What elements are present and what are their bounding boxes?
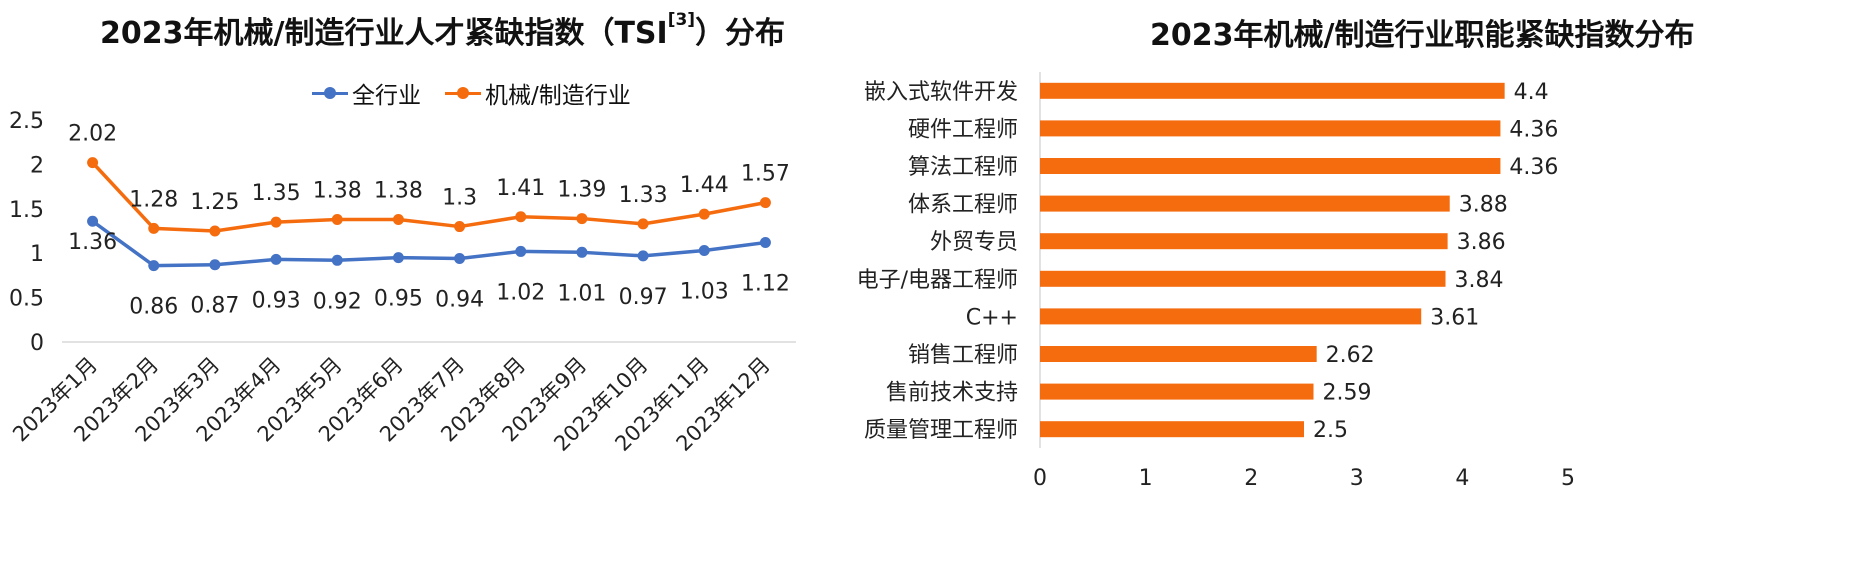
data-point (87, 215, 99, 227)
data-label: 1.36 (68, 230, 117, 255)
data-point (209, 225, 221, 237)
data-point (515, 245, 527, 257)
data-label: 1.02 (496, 280, 545, 305)
data-label: 1.39 (557, 178, 606, 203)
data-point (576, 213, 588, 225)
data-point (148, 260, 160, 272)
y-tick-label: 0.5 (9, 287, 44, 312)
data-point (454, 253, 466, 265)
data-label: 0.87 (190, 294, 239, 319)
data-label: 2.02 (68, 122, 117, 147)
data-label: 0.93 (252, 288, 301, 313)
data-point (270, 216, 282, 228)
data-point (637, 250, 649, 262)
data-point (576, 246, 588, 258)
bar-value-label: 2.62 (1326, 343, 1375, 368)
bar-value-label: 2.59 (1323, 381, 1372, 406)
bar-value-label: 2.5 (1313, 418, 1348, 443)
data-label: 1.3 (442, 186, 477, 211)
data-point (698, 208, 710, 220)
bar (1040, 82, 1505, 99)
data-label: 1.44 (680, 173, 729, 198)
data-label: 0.92 (313, 289, 362, 314)
data-label: 0.97 (619, 285, 668, 310)
y-tick-label: 2 (30, 153, 44, 178)
data-label: 1.25 (190, 190, 239, 215)
y-tick-label: 0 (30, 331, 44, 356)
bar (1040, 346, 1317, 362)
data-label: 1.38 (313, 178, 362, 203)
data-label: 1.33 (619, 183, 668, 208)
data-label: 0.95 (374, 287, 423, 312)
bar-value-label: 3.86 (1457, 230, 1506, 255)
bar-value-label: 3.61 (1430, 305, 1479, 330)
data-label: 0.86 (129, 295, 178, 320)
data-point (698, 245, 710, 257)
data-label: 1.38 (374, 178, 423, 203)
data-label: 1.01 (557, 281, 606, 306)
data-point (454, 221, 466, 233)
data-point (759, 237, 771, 249)
bar (1040, 158, 1501, 174)
legend-item-all-industry: 全行业 (312, 76, 421, 110)
bar-value-label: 3.88 (1459, 193, 1508, 218)
data-point (270, 253, 282, 265)
data-point (87, 157, 99, 169)
bar (1040, 383, 1314, 400)
data-label: 1.57 (741, 162, 790, 187)
legend-swatch-blue (312, 86, 348, 100)
data-point (331, 254, 343, 266)
y-tick-label: 1 (30, 242, 44, 267)
bar (1040, 421, 1304, 438)
bar-value-label: 3.84 (1455, 268, 1504, 293)
line-chart: 00.511.522.52023年1月2023年2月2023年3月2023年4月… (8, 109, 796, 456)
category-label: 外贸专员 (930, 230, 1018, 255)
legend-label-all-industry: 全行业 (352, 83, 421, 109)
line-chart-title: 2023年机械/制造行业人才紧缺指数（TSI[3]）分布 (100, 10, 786, 51)
series-line-machinery (91, 161, 766, 233)
category-label: C++ (966, 305, 1018, 330)
x-tick-label: 3 (1350, 466, 1364, 491)
x-tick-label: 1 (1139, 466, 1153, 491)
title-footnote-ref: [3] (667, 10, 696, 30)
data-point (759, 197, 771, 209)
y-tick-label: 2.5 (9, 109, 44, 134)
data-point (637, 218, 649, 230)
data-label: 1.03 (680, 280, 729, 305)
bar (1040, 308, 1422, 325)
data-point (209, 259, 221, 271)
legend-swatch-orange (445, 86, 481, 100)
data-point (331, 213, 343, 225)
data-point (392, 252, 404, 264)
data-point (148, 222, 160, 234)
data-label: 1.12 (741, 272, 790, 297)
bar-value-label: 4.36 (1509, 117, 1558, 142)
bar (1040, 195, 1450, 212)
x-tick-label: 4 (1455, 466, 1469, 491)
bar-chart-title: 2023年机械/制造行业职能紧缺指数分布 (1150, 18, 1695, 53)
bar (1040, 270, 1446, 287)
bar (1040, 233, 1448, 250)
series-line-all-industry (91, 219, 766, 268)
data-label: 0.94 (435, 288, 484, 313)
x-tick-label: 5 (1561, 466, 1575, 491)
data-point (392, 213, 404, 225)
legend-label-machinery: 机械/制造行业 (485, 83, 631, 109)
x-tick-label: 2 (1244, 466, 1258, 491)
data-label: 1.41 (496, 176, 545, 201)
data-label: 1.35 (252, 181, 301, 206)
y-tick-label: 1.5 (9, 198, 44, 223)
x-tick-label: 0 (1033, 466, 1047, 491)
line-chart-legend: 全行业 机械/制造行业 (312, 76, 631, 110)
bar-value-label: 4.36 (1509, 155, 1558, 180)
data-label: 1.28 (129, 187, 178, 212)
bar-value-label: 4.4 (1514, 80, 1549, 105)
legend-item-machinery: 机械/制造行业 (445, 76, 631, 110)
data-point (515, 211, 527, 223)
bar (1040, 120, 1501, 137)
